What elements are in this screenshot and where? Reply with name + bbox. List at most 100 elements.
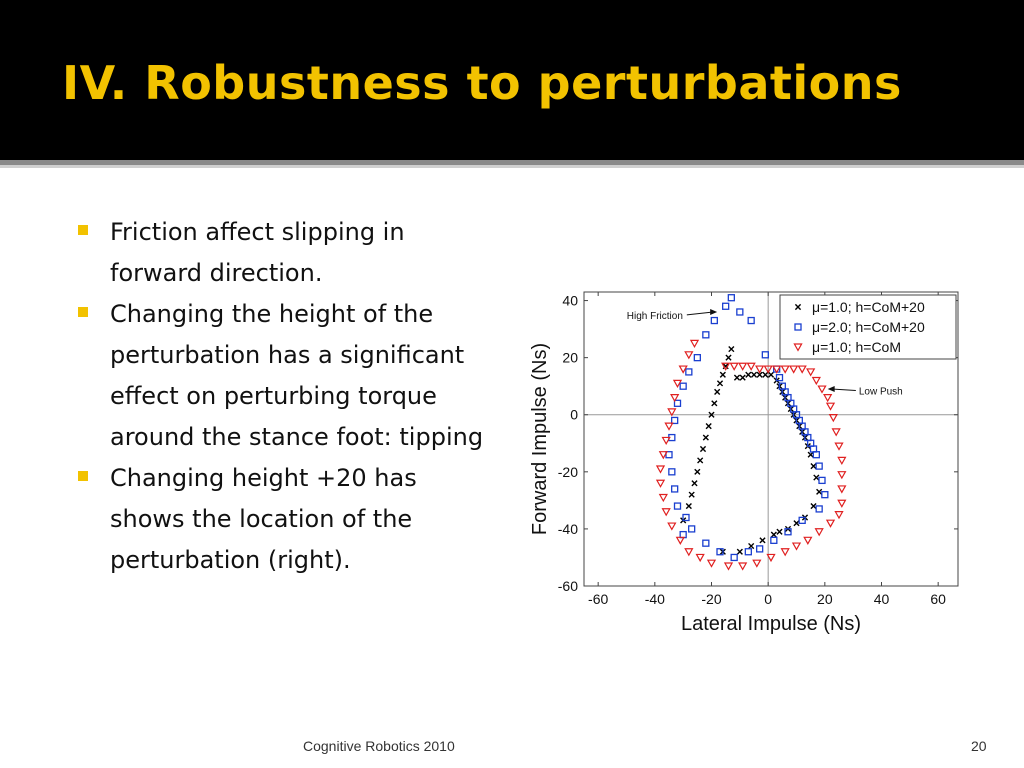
- data-point: [813, 474, 820, 481]
- x-tick-label: -60: [588, 591, 608, 607]
- data-point: [673, 399, 682, 407]
- annotation-arrow: [686, 311, 714, 316]
- data-point: [780, 365, 790, 374]
- data-point: [691, 480, 698, 487]
- data-point: [814, 528, 824, 537]
- data-point: [745, 371, 752, 378]
- data-point: [697, 457, 704, 464]
- data-point: [811, 376, 821, 386]
- x-tick-label: -40: [645, 591, 665, 607]
- x-tick-label: 20: [817, 591, 833, 607]
- data-point: [784, 528, 792, 536]
- x-glyph: [770, 531, 777, 538]
- y-tick-label: -40: [558, 521, 578, 537]
- annotation-arrowhead: [710, 308, 718, 315]
- legend: μ=1.0; h=CoM+20 μ=2.0; h=CoM+20 μ=1.0; h=C…: [779, 294, 957, 360]
- data-point: [759, 537, 766, 544]
- slide-title: IV. Robustness to perturbations: [62, 56, 902, 110]
- data-point: [739, 374, 746, 381]
- data-point: [837, 499, 847, 508]
- title-band: IV. Robustness to perturbations: [0, 0, 1024, 160]
- data-point: [716, 548, 724, 556]
- data-point: [748, 542, 755, 550]
- data-point: [729, 362, 739, 371]
- data-point: [806, 368, 816, 377]
- data-point: [702, 331, 710, 339]
- data-point: [665, 451, 673, 459]
- y-tick-label: 40: [562, 293, 578, 309]
- data-point: [721, 362, 731, 371]
- data-point: [755, 365, 765, 374]
- data-point: [780, 548, 790, 557]
- x-glyph: [759, 537, 766, 544]
- scatter-chart: -60 -40 -20 0 20 40 60 -60 -40 -20 0 20 40 Lateral Im…: [512, 282, 982, 642]
- data-point: [750, 371, 758, 378]
- x-glyph: [705, 423, 712, 430]
- data-point: [738, 362, 748, 371]
- annotation-label: High Friction: [627, 311, 683, 322]
- legend-label: μ=1.0; h=CoM: [812, 339, 901, 355]
- data-point: [730, 553, 738, 562]
- data-point: [685, 368, 693, 376]
- bullet-marker: [78, 307, 88, 317]
- x-glyph: [807, 451, 814, 458]
- legend-marker: [794, 303, 802, 311]
- x-glyph: [711, 400, 718, 407]
- data-point: [736, 548, 743, 555]
- x-glyph: [728, 345, 735, 353]
- bullet-marker: [78, 471, 88, 481]
- data-point: [706, 559, 717, 568]
- x-glyph: [733, 374, 741, 381]
- data-point: [673, 502, 682, 510]
- x-glyph: [816, 488, 823, 495]
- series-3: [655, 339, 847, 571]
- data-point: [775, 373, 784, 382]
- x-axis-label: Lateral Impulse (Ns): [681, 613, 861, 635]
- x-glyph: [722, 363, 729, 370]
- data-point: [831, 428, 841, 437]
- x-glyph: [691, 480, 698, 487]
- data-point: [756, 371, 763, 378]
- data-point: [761, 351, 769, 359]
- title-divider: [0, 160, 1024, 165]
- data-point: [702, 434, 709, 441]
- y-tick-label: 20: [562, 350, 578, 366]
- data-point: [733, 374, 741, 381]
- data-point: [746, 362, 756, 371]
- data-point: [837, 485, 847, 494]
- data-point: [667, 522, 677, 531]
- data-point: [837, 471, 847, 480]
- data-point: [776, 528, 783, 535]
- data-point: [766, 553, 776, 563]
- data-point: [817, 385, 827, 394]
- x-glyph: [810, 502, 817, 510]
- x-glyph: [708, 411, 715, 418]
- legend-label: μ=2.0; h=CoM+20: [812, 319, 925, 335]
- data-point: [689, 339, 700, 349]
- x-glyph: [794, 303, 802, 311]
- x-tick-label: 0: [764, 591, 772, 607]
- data-point: [685, 502, 692, 510]
- data-point: [770, 536, 778, 544]
- data-point: [815, 462, 823, 470]
- x-glyph: [748, 542, 755, 550]
- bullet-item: Changing the height of the perturbation …: [76, 294, 496, 458]
- data-point: [684, 351, 694, 360]
- x-glyph: [685, 502, 692, 510]
- data-point: [815, 505, 823, 513]
- data-point: [789, 365, 799, 374]
- data-point: [825, 402, 836, 411]
- data-point: [810, 463, 817, 470]
- data-point: [661, 436, 671, 446]
- x-glyph: [697, 457, 704, 464]
- data-point: [747, 316, 755, 325]
- y-axis-label: Forward Impulse (Ns): [529, 343, 551, 535]
- data-point: [679, 382, 687, 390]
- data-point: [667, 408, 677, 417]
- x-glyph: [767, 371, 775, 378]
- data-point: [810, 502, 817, 510]
- x-tick-label: 60: [930, 591, 946, 607]
- data-point: [661, 508, 671, 517]
- data-point: [798, 516, 806, 524]
- x-glyph: [699, 445, 707, 453]
